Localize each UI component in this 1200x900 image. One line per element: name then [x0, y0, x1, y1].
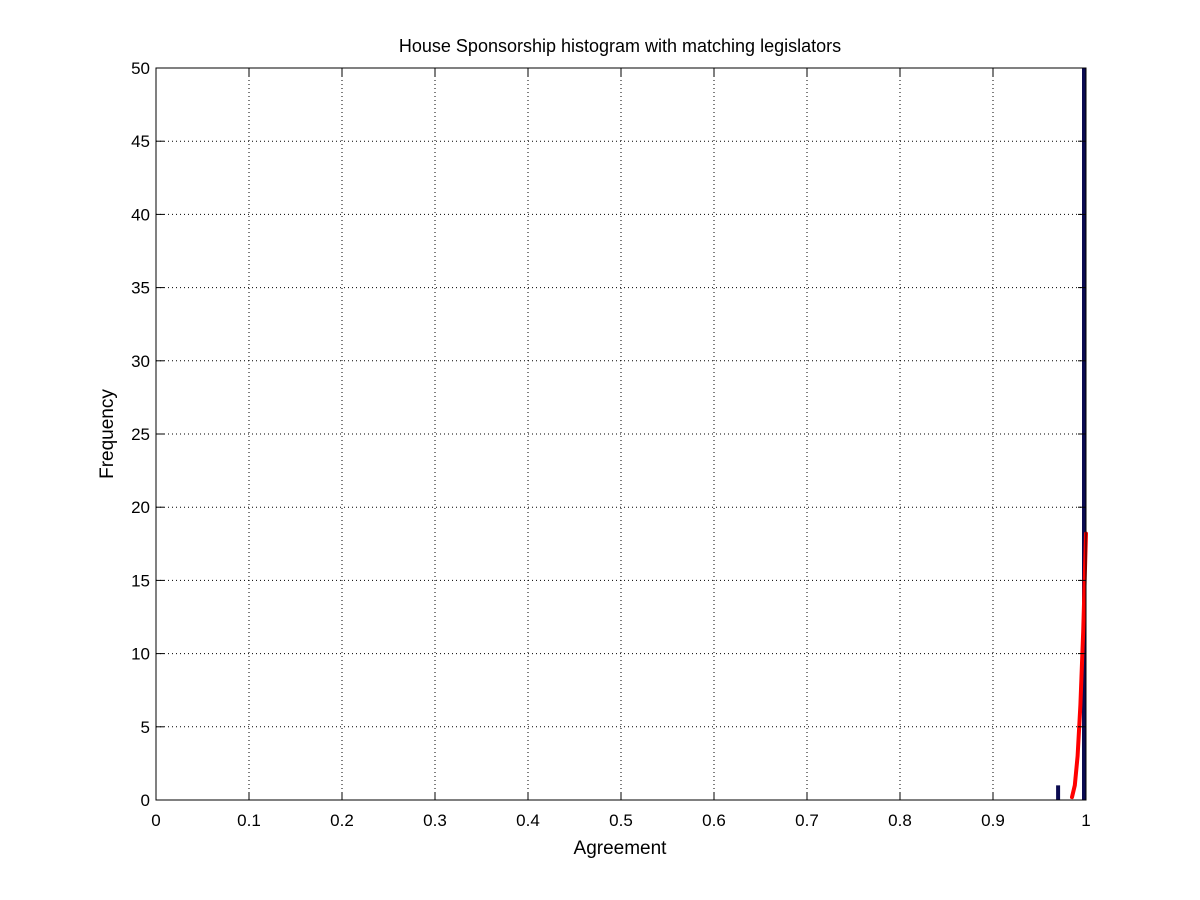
y-tick-label: 45	[131, 132, 150, 151]
y-tick-label: 0	[141, 791, 150, 810]
histogram-bar	[1056, 785, 1061, 800]
x-tick-label: 0.4	[516, 811, 540, 830]
axis-ticks	[155, 67, 1087, 801]
y-tick-label: 40	[131, 205, 150, 224]
y-tick-label: 5	[141, 718, 150, 737]
y-tick-label: 15	[131, 571, 150, 590]
x-tick-label: 0.8	[888, 811, 912, 830]
y-tick-label: 50	[131, 59, 150, 78]
x-tick-label: 0	[151, 811, 160, 830]
x-tick-label: 0.7	[795, 811, 819, 830]
fit-curve-layer	[1070, 531, 1088, 800]
y-tick-label: 30	[131, 352, 150, 371]
y-axis-label: Frequency	[97, 389, 118, 479]
x-tick-label: 0.2	[330, 811, 354, 830]
x-tick-label: 0.3	[423, 811, 447, 830]
y-tick-label: 35	[131, 279, 150, 298]
x-tick-label: 0.9	[981, 811, 1005, 830]
x-tick-labels: 0 0.1 0.2 0.3 0.4 0.5 0.6 0.7 0.8 0.9 1	[151, 811, 1090, 830]
y-tick-labels: 0 5 10 15 20 25 30 35 40 45 50	[131, 59, 150, 810]
grid-lines	[156, 68, 1086, 800]
x-tick-label: 0.5	[609, 811, 633, 830]
y-tick-label: 25	[131, 425, 150, 444]
fit-curve-line	[1070, 531, 1088, 800]
x-axis-label: Agreement	[574, 838, 668, 859]
chart-title: House Sponsorship histogram with matchin…	[399, 36, 841, 56]
x-tick-label: 0.6	[702, 811, 726, 830]
y-tick-label: 20	[131, 498, 150, 517]
y-tick-label: 10	[131, 645, 150, 664]
x-tick-label: 1	[1081, 811, 1090, 830]
x-tick-label: 0.1	[237, 811, 261, 830]
